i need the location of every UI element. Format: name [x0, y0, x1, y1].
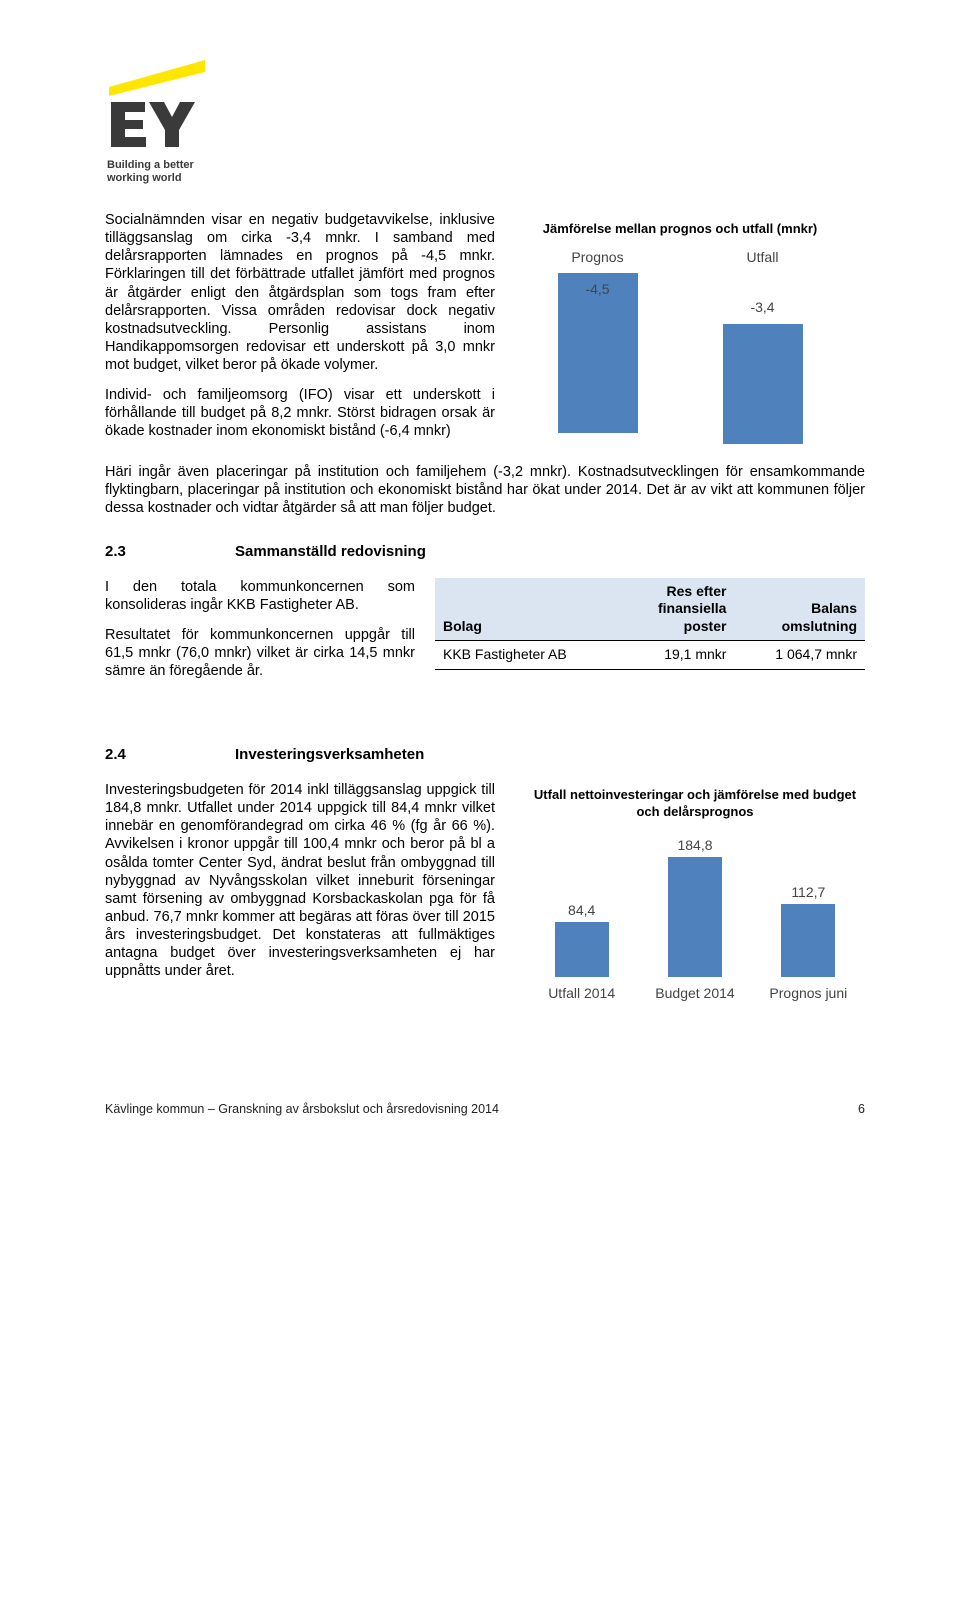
ey-logo: Building a better working world: [105, 60, 865, 185]
table-cell-0-2: 1 064,7 mnkr: [734, 641, 865, 670]
section-title-2-3: Sammanställd redovisning: [235, 543, 426, 562]
chart2-bar-0: [555, 922, 609, 977]
chart1-bar-1: [723, 324, 803, 444]
footer-page-number: 6: [858, 1102, 865, 1118]
table-header-row: Bolag Res efter finansiella poster Balan…: [435, 578, 865, 641]
chart2-bar-2: [781, 904, 835, 977]
chart2-title: Utfall nettoinvesteringar och jämförelse…: [525, 787, 865, 821]
section-title-2-4: Investeringsverksamheten: [235, 746, 424, 765]
svg-text:Building a better: Building a better: [107, 159, 195, 171]
chart2-cat-0: Utfall 2014: [525, 985, 638, 1003]
table-cell-0-1: 19,1 mnkr: [622, 641, 735, 670]
table-row: KKB Fastigheter AB 19,1 mnkr 1 064,7 mnk…: [435, 641, 865, 670]
chart2-value-2: 112,7: [791, 884, 825, 902]
chart2-cat-1: Budget 2014: [638, 985, 751, 1003]
table-bolag: Bolag Res efter finansiella poster Balan…: [435, 578, 865, 670]
chart-prognos-utfall: Jämförelse mellan prognos och utfall (mn…: [515, 221, 845, 444]
chart2-value-0: 84,4: [568, 902, 595, 920]
paragraph-koncern: I den totala kommunkoncernen som konsoli…: [105, 578, 415, 614]
chart2-cat-2: Prognos juni: [752, 985, 865, 1003]
paragraph-ifo: Individ- och familjeomsorg (IFO) visar e…: [105, 386, 495, 440]
heading-2-3: 2.3 Sammanställd redovisning: [105, 543, 865, 562]
table-col-0: Bolag: [435, 578, 622, 641]
paragraph-socialnamnden: Socialnämnden visar en negativ budgetavv…: [105, 211, 495, 374]
chart1-value-1: -3,4: [723, 299, 803, 317]
chart2-bar-1: [668, 857, 722, 977]
chart-nettoinvesteringar: Utfall nettoinvesteringar och jämförelse…: [525, 787, 865, 1002]
chart1-value-0: -4,5: [558, 281, 638, 299]
svg-text:working world: working world: [106, 172, 182, 184]
table-cell-0-0: KKB Fastigheter AB: [435, 641, 622, 670]
page-footer: Kävlinge kommun – Granskning av årsboksl…: [105, 1102, 865, 1118]
chart1-cat-1: Utfall: [680, 249, 845, 267]
section-num-2-3: 2.3: [105, 543, 235, 562]
paragraph-resultat: Resultatet för kommunkoncernen uppgår ti…: [105, 626, 415, 680]
heading-2-4: 2.4 Investeringsverksamheten: [105, 746, 865, 765]
chart2-barcell-0: 84,4: [525, 902, 638, 977]
footer-left: Kävlinge kommun – Granskning av årsboksl…: [105, 1102, 499, 1118]
paragraph-investering: Investeringsbudgeten för 2014 inkl tillä…: [105, 781, 495, 980]
chart2-value-1: 184,8: [677, 837, 712, 855]
chart1-title: Jämförelse mellan prognos och utfall (mn…: [515, 221, 845, 237]
table-col-1: Res efter finansiella poster: [622, 578, 735, 641]
chart2-barcell-1: 184,8: [638, 837, 751, 977]
chart1-cat-0: Prognos: [515, 249, 680, 267]
section-num-2-4: 2.4: [105, 746, 235, 765]
chart2-barcell-2: 112,7: [752, 884, 865, 977]
paragraph-hari-ingar: Häri ingår även placeringar på instituti…: [105, 463, 865, 517]
table-col-2: Balans omslutning: [734, 578, 865, 641]
